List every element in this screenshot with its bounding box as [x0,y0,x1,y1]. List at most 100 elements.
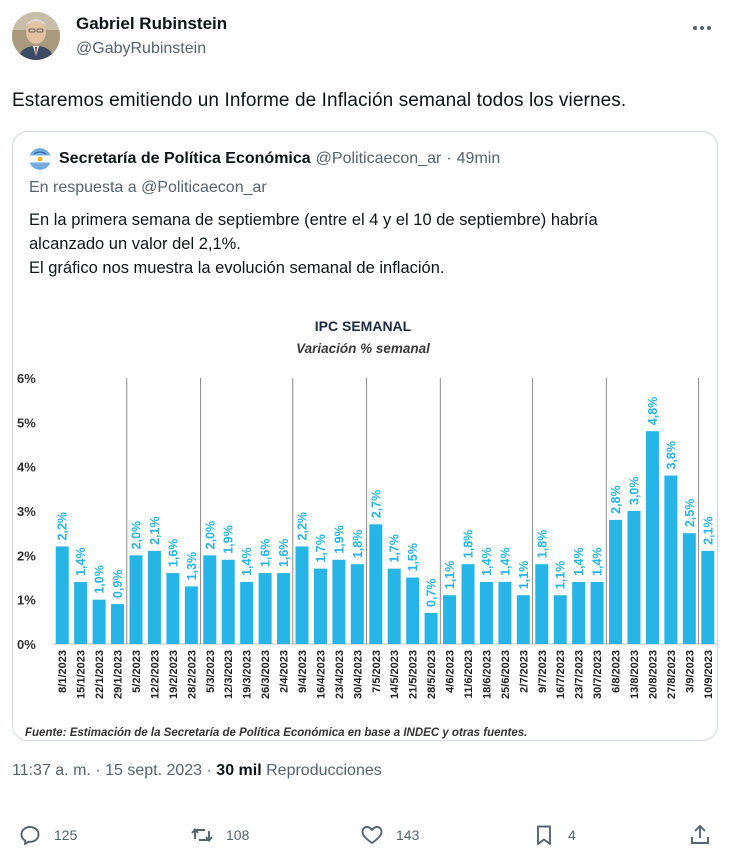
x-tick-label: 27/8/2023 [666,650,678,699]
x-tick-label: 12/2/2023 [149,650,161,699]
bar-value-label: 1,8% [351,530,365,559]
y-tick-label: 5% [17,415,36,430]
bar-value-label: 2,7% [369,490,383,519]
ipc-chart-image[interactable]: IPC SEMANAL Variación % semanal 2,2% 1,4%… [13,302,717,740]
bar-value-label: 2,1% [148,516,162,545]
quoted-tweet-text: En la primera semana de septiembre (entr… [29,208,709,280]
share-icon [691,824,709,844]
chart-footnote: Fuente: Estimación de la Secretaría de P… [25,727,527,739]
bar-value-label: 1,6% [166,539,180,568]
like-count: 143 [396,827,420,843]
x-tick-label: 8/1/2023 [57,650,69,693]
x-tick-label: 10/9/2023 [703,650,715,699]
x-tick-label: 2/4/2023 [279,650,291,693]
bar [203,555,217,644]
bar [129,555,143,644]
bookmark-button[interactable]: 4 [532,823,576,847]
bar-value-label: 4,8% [646,397,660,426]
bar [498,581,512,644]
separator-dot: · [95,762,101,779]
x-tick-label: 2/7/2023 [518,650,530,693]
bar-value-label: 1,0% [93,565,107,594]
bar [258,573,272,644]
bar [92,599,106,644]
bar-value-label: 1,9% [222,525,236,554]
bar [111,604,125,644]
bar-value-label: 1,1% [443,561,457,590]
x-tick-label: 18/6/2023 [481,650,493,699]
x-tick-label: 15/1/2023 [76,650,88,699]
x-tick-label: 5/2/2023 [131,650,143,693]
bar-value-label: 0,9% [111,570,125,599]
quoted-author-handle: @Politicaecon_ar [315,150,442,167]
bar-value-label: 1,4% [591,547,605,576]
x-tick-label: 13/8/2023 [629,650,641,699]
quoted-tweet-card[interactable]: Secretaría de Política Económica @Politi… [12,131,718,741]
y-tick-label: 4% [17,460,36,475]
bar [387,568,401,644]
like-button[interactable]: 143 [360,823,419,847]
bar [461,564,475,644]
bar-value-label: 1,4% [240,547,254,576]
x-tick-label: 28/2/2023 [186,650,198,699]
quoted-text-line: alcanzado un valor del 2,1%. [29,235,241,253]
quoted-text-line: El gráfico nos muestra la evolución sema… [29,259,445,277]
separator-dot: · [206,762,212,779]
bar [277,573,291,644]
bar [443,595,457,644]
tweet-date[interactable]: 15 sept. 2023 [105,762,203,779]
separator-dot: · [446,150,452,167]
bar [147,550,161,644]
x-tick-label: 14/5/2023 [389,650,401,699]
bar [240,581,254,644]
bar [221,559,235,644]
x-tick-label: 28/5/2023 [426,650,438,699]
chart-title: IPC SEMANAL [315,318,412,334]
bar [313,568,327,644]
x-tick-label: 30/4/2023 [352,650,364,699]
y-tick-label: 1% [17,593,36,608]
bar [609,519,623,644]
tweet-header: Gabriel Rubinstein @GabyRubinstein [12,10,718,66]
bar-value-label: 0,7% [425,578,439,607]
quoted-author-avatar [29,148,51,170]
quoted-tweet-time: 49min [456,150,501,167]
author-name[interactable]: Gabriel Rubinstein [76,14,228,33]
quoted-tweet-header: Secretaría de Política Económica @Politi… [29,148,500,170]
chart-subtitle: Variación % semanal [296,341,430,356]
quoted-text-line: En la primera semana de septiembre (entr… [29,211,598,229]
repost-count: 108 [226,827,250,843]
x-tick-label: 25/6/2023 [500,650,512,699]
bar-value-label: 2,0% [203,521,217,550]
x-tick-label: 19/2/2023 [168,650,180,699]
x-tick-label: 23/4/2023 [334,650,346,699]
bar-value-label: 1,8% [535,530,549,559]
share-button[interactable] [688,823,724,847]
author-handle[interactable]: @GabyRubinstein [76,40,207,57]
bar [535,564,549,644]
bar-value-label: 1,8% [462,530,476,559]
bar-value-label: 1,1% [554,561,568,590]
tweet-time[interactable]: 11:37 a. m. [12,762,91,779]
bar-value-label: 1,4% [572,547,586,576]
bar-value-label: 1,6% [259,539,273,568]
bar-value-label: 1,6% [277,539,291,568]
tweet-text: Estaremos emitiendo un Informe de Inflac… [12,90,627,111]
author-avatar[interactable] [12,12,60,60]
tweet-meta: 11:37 a. m. · 15 sept. 2023 · 30 mil Rep… [12,762,382,780]
bar-value-label: 1,4% [74,547,88,576]
x-tick-label: 21/5/2023 [408,650,420,699]
reply-button[interactable]: 125 [18,823,77,847]
repost-icon [191,828,213,842]
bar [74,581,88,644]
more-options-icon[interactable] [690,16,714,40]
x-tick-label: 5/3/2023 [205,650,217,693]
y-tick-label: 6% [17,371,36,386]
reply-context: En respuesta a @Politicaecon_ar [29,179,267,196]
bar [627,511,641,644]
bar [406,577,420,644]
repost-button[interactable]: 108 [190,823,249,847]
bar [295,546,309,644]
views-count: 30 mil [216,762,262,779]
bar [350,564,364,644]
